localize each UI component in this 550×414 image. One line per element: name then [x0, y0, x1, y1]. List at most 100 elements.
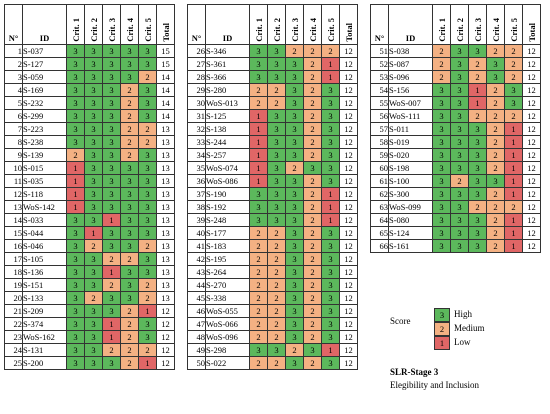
score-cell: 3 [102, 57, 121, 71]
score-cell: 2 [486, 122, 505, 136]
score-cell: 2 [267, 226, 286, 240]
study-id: S-037 [22, 44, 67, 58]
score-cell: 3 [249, 187, 268, 201]
study-id: S-192 [205, 200, 250, 214]
score-cell: 3 [66, 135, 85, 149]
table-row: 54 S-156 3 3 1 2 3 12 [370, 83, 541, 97]
study-id: S-127 [22, 57, 67, 71]
total-cell: 12 [339, 57, 358, 71]
score-cell: 3 [66, 330, 85, 344]
total-cell: 15 [156, 57, 175, 71]
table-row: 17 S-105 3 3 2 2 3 13 [4, 252, 175, 266]
score-cell: 3 [84, 148, 103, 162]
row-number: 53 [370, 70, 389, 84]
score-cell: 3 [321, 330, 340, 344]
study-id: WoS-086 [205, 174, 250, 188]
score-cell: 3 [468, 135, 487, 149]
row-number: 54 [370, 83, 389, 97]
col-header-c4: Crit. 4 [303, 4, 322, 45]
score-cell: 3 [249, 213, 268, 227]
score-cell: 3 [102, 135, 121, 149]
score-cell: 2 [285, 343, 304, 357]
table-row: 7 S-223 3 3 3 2 2 13 [4, 122, 175, 136]
score-cell: 3 [66, 57, 85, 71]
table-row: 9 S-139 2 3 3 2 3 13 [4, 148, 175, 162]
row-number: 2 [4, 57, 23, 71]
score-cell: 2 [267, 239, 286, 253]
score-cell: 3 [120, 239, 139, 253]
score-cell: 3 [468, 226, 487, 240]
score-cell: 3 [138, 174, 157, 188]
score-cell: 2 [249, 239, 268, 253]
study-id: S-044 [22, 226, 67, 240]
table-row: 20 S-133 3 2 3 3 2 13 [4, 291, 175, 305]
study-id: S-244 [205, 135, 250, 149]
score-cell: 3 [450, 200, 469, 214]
score-cell: 2 [303, 317, 322, 331]
study-id: S-080 [388, 213, 433, 227]
total-cell: 12 [339, 83, 358, 97]
score-cell: 3 [285, 252, 304, 266]
score-cell: 3 [285, 70, 304, 84]
score-cell: 3 [321, 96, 340, 110]
row-number: 47 [187, 317, 206, 331]
score-cell: 3 [432, 187, 451, 201]
score-cell: 3 [321, 304, 340, 318]
score-cell: 3 [321, 174, 340, 188]
score-cell: 3 [120, 213, 139, 227]
score-cell: 3 [450, 239, 469, 253]
score-cell: 3 [285, 239, 304, 253]
study-id: S-087 [388, 57, 433, 71]
total-cell: 12 [339, 135, 358, 149]
score-cell: 3 [138, 200, 157, 214]
study-id: S-366 [205, 70, 250, 84]
total-cell: 13 [156, 213, 175, 227]
study-id: S-100 [388, 174, 433, 188]
total-cell: 13 [156, 187, 175, 201]
total-cell: 12 [339, 187, 358, 201]
score-cell: 3 [84, 174, 103, 188]
study-id: S-133 [22, 291, 67, 305]
total-cell: 12 [522, 83, 541, 97]
score-cell: 2 [504, 44, 523, 58]
study-id: WoS-066 [205, 317, 250, 331]
score-cell: 3 [504, 83, 523, 97]
col-header-c2: Crit. 2 [450, 4, 469, 45]
study-id: S-118 [22, 187, 67, 201]
table-row: 6 S-299 3 3 3 2 3 14 [4, 109, 175, 123]
table-row: 64 S-080 3 3 3 2 1 12 [370, 213, 541, 227]
score-cell: 2 [249, 278, 268, 292]
table-row: 24 S-131 3 3 2 2 2 12 [4, 343, 175, 357]
score-cell: 2 [486, 96, 505, 110]
score-cell: 3 [66, 226, 85, 240]
table-row: 58 S-019 3 3 3 2 1 12 [370, 135, 541, 149]
score-cell: 3 [138, 317, 157, 331]
score-cell: 1 [504, 135, 523, 149]
score-cell: 3 [450, 83, 469, 97]
score-cell: 1 [321, 70, 340, 84]
score-cell: 3 [285, 135, 304, 149]
total-cell: 12 [522, 44, 541, 58]
score-cell: 3 [120, 44, 139, 58]
score-cell: 2 [249, 291, 268, 305]
row-number: 20 [4, 291, 23, 305]
row-number: 65 [370, 226, 389, 240]
score-cell: 1 [249, 109, 268, 123]
table-row: 14 S-033 3 3 1 3 3 13 [4, 213, 175, 227]
score-cell: 2 [120, 343, 139, 357]
col-header-label: Crit. 5 [142, 18, 153, 42]
col-header-label: Crit. 1 [436, 18, 447, 42]
row-number: 66 [370, 239, 389, 253]
row-number: 40 [187, 226, 206, 240]
study-id: WoS-007 [388, 96, 433, 110]
total-cell: 12 [522, 148, 541, 162]
study-id: S-138 [205, 122, 250, 136]
score-cell: 2 [486, 135, 505, 149]
total-cell: 12 [522, 239, 541, 253]
score-cell: 3 [321, 135, 340, 149]
score-cell: 2 [486, 226, 505, 240]
score-cell: 2 [120, 252, 139, 266]
total-cell: 12 [339, 304, 358, 318]
row-number: 26 [187, 44, 206, 58]
score-cell: 2 [120, 122, 139, 136]
